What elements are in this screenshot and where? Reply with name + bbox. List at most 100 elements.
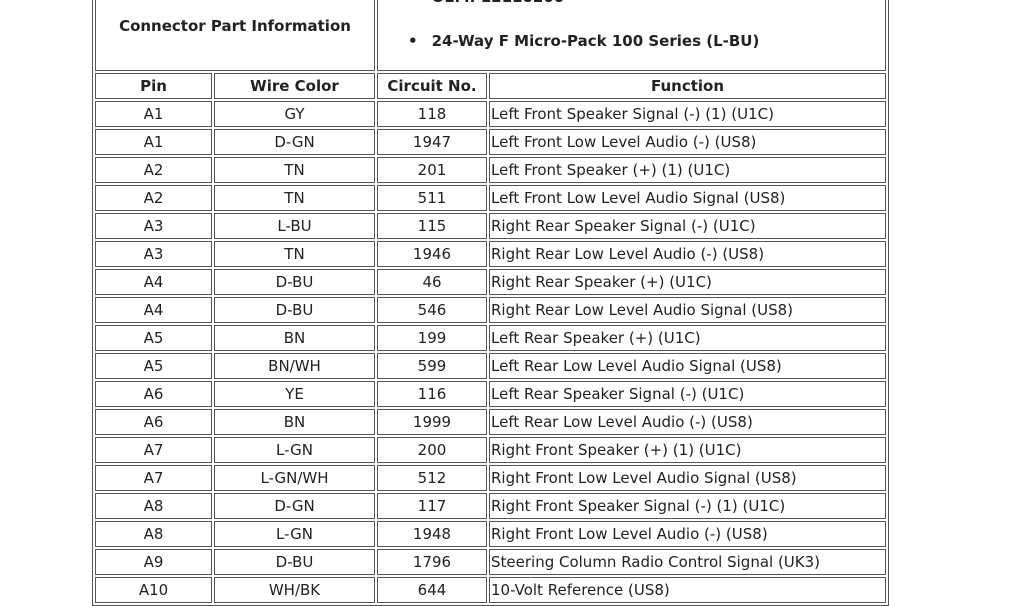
connector-pinout-table: Connector Part Information OEM: 12110200… bbox=[92, 0, 889, 606]
table-row: A5 BN/WH 599 Left Rear Low Level Audio Sign… bbox=[95, 353, 886, 379]
cell-wire-color: TN bbox=[214, 157, 375, 183]
cell-wire-color: BN bbox=[214, 409, 375, 435]
cell-wire-color: L-GN bbox=[214, 521, 375, 547]
cell-pin: A5 bbox=[95, 353, 212, 379]
cell-function: Left Front Low Level Audio Signal (US8) bbox=[489, 185, 886, 211]
cell-circuit-no: 1999 bbox=[377, 409, 487, 435]
cell-circuit-no: 199 bbox=[377, 325, 487, 351]
cell-pin: A9 bbox=[95, 549, 212, 575]
cell-function: Left Rear Speaker Signal (-) (U1C) bbox=[489, 381, 886, 407]
table-row: A4 D-BU 46 Right Rear Speaker (+) (U1C) bbox=[95, 269, 886, 295]
oem-part-number: OEM: 12110200 bbox=[408, 0, 885, 26]
header-circuit-no: Circuit No. bbox=[377, 73, 487, 99]
table-row: A6 BN 1999 Left Rear Low Level Audio (-) (U… bbox=[95, 409, 886, 435]
cell-circuit-no: 200 bbox=[377, 437, 487, 463]
cell-wire-color: YE bbox=[214, 381, 375, 407]
connector-type: 24-Way F Micro-Pack 100 Series (L-BU) bbox=[408, 26, 885, 70]
cell-wire-color: D-GN bbox=[214, 493, 375, 519]
connector-info-values: OEM: 12110200 24-Way F Micro-Pack 100 Se… bbox=[377, 0, 886, 71]
cell-function: Right Rear Speaker Signal (-) (U1C) bbox=[489, 213, 886, 239]
header-wire-color: Wire Color bbox=[214, 73, 375, 99]
cell-function: Steering Column Radio Control Signal (UK… bbox=[489, 549, 886, 575]
cell-wire-color: TN bbox=[214, 241, 375, 267]
table-row: A2 TN 511 Left Front Low Level Audio Signal… bbox=[95, 185, 886, 211]
cell-wire-color: BN/WH bbox=[214, 353, 375, 379]
cell-pin: A3 bbox=[95, 213, 212, 239]
cell-function: Right Front Low Level Audio (-) (US8) bbox=[489, 521, 886, 547]
cell-function: Left Front Low Level Audio (-) (US8) bbox=[489, 129, 886, 155]
header-function: Function bbox=[489, 73, 886, 99]
table-row: A8 L-GN 1948 Right Front Low Level Audio (-… bbox=[95, 521, 886, 547]
cell-circuit-no: 118 bbox=[377, 101, 487, 127]
connector-info-row: Connector Part Information OEM: 12110200… bbox=[95, 0, 886, 71]
cell-function: Right Rear Low Level Audio (-) (US8) bbox=[489, 241, 886, 267]
cell-pin: A10 bbox=[95, 577, 212, 603]
cell-circuit-no: 1948 bbox=[377, 521, 487, 547]
cell-circuit-no: 511 bbox=[377, 185, 487, 211]
cell-function: Right Front Speaker Signal (-) (1) (U1C) bbox=[489, 493, 886, 519]
cell-wire-color: WH/BK bbox=[214, 577, 375, 603]
cell-pin: A2 bbox=[95, 185, 212, 211]
table-row: A9 D-BU 1796 Steering Column Radio Control … bbox=[95, 549, 886, 575]
connector-table-wrapper: Connector Part Information OEM: 12110200… bbox=[92, 0, 889, 606]
cell-function: Right Rear Low Level Audio Signal (US8) bbox=[489, 297, 886, 323]
cell-circuit-no: 115 bbox=[377, 213, 487, 239]
cell-wire-color: D-BU bbox=[214, 297, 375, 323]
cell-pin: A4 bbox=[95, 269, 212, 295]
cell-circuit-no: 644 bbox=[377, 577, 487, 603]
table-row: A1 D-GN 1947 Left Front Low Level Audio (-)… bbox=[95, 129, 886, 155]
cell-function: Left Front Speaker (+) (1) (U1C) bbox=[489, 157, 886, 183]
cell-function: Left Rear Low Level Audio (-) (US8) bbox=[489, 409, 886, 435]
cell-pin: A7 bbox=[95, 437, 212, 463]
table-row: A2 TN 201 Left Front Speaker (+) (1) (U1C) bbox=[95, 157, 886, 183]
cell-pin: A2 bbox=[95, 157, 212, 183]
table-row: A5 BN 199 Left Rear Speaker (+) (U1C) bbox=[95, 325, 886, 351]
cell-pin: A6 bbox=[95, 381, 212, 407]
cell-wire-color: BN bbox=[214, 325, 375, 351]
connector-info-label: Connector Part Information bbox=[95, 0, 375, 71]
table-row: A7 L-GN/WH 512 Right Front Low Level Audio … bbox=[95, 465, 886, 491]
table-row: A8 D-GN 117 Right Front Speaker Signal (-) … bbox=[95, 493, 886, 519]
table-row: A4 D-BU 546 Right Rear Low Level Audio Sign… bbox=[95, 297, 886, 323]
cell-circuit-no: 512 bbox=[377, 465, 487, 491]
cell-wire-color: L-GN bbox=[214, 437, 375, 463]
cell-pin: A1 bbox=[95, 129, 212, 155]
table-row: A6 YE 116 Left Rear Speaker Signal (-) (U1C… bbox=[95, 381, 886, 407]
cell-circuit-no: 1796 bbox=[377, 549, 487, 575]
cell-pin: A6 bbox=[95, 409, 212, 435]
table-row: A3 TN 1946 Right Rear Low Level Audio (-) (… bbox=[95, 241, 886, 267]
header-pin: Pin bbox=[95, 73, 212, 99]
cell-function: 10-Volt Reference (US8) bbox=[489, 577, 886, 603]
cell-function: Right Rear Speaker (+) (U1C) bbox=[489, 269, 886, 295]
cell-pin: A8 bbox=[95, 521, 212, 547]
cell-wire-color: D-BU bbox=[214, 549, 375, 575]
header-row: Pin Wire Color Circuit No. Function bbox=[95, 73, 886, 99]
cell-circuit-no: 46 bbox=[377, 269, 487, 295]
table-row: A1 GY 118 Left Front Speaker Signal (-) (1)… bbox=[95, 101, 886, 127]
cell-pin: A4 bbox=[95, 297, 212, 323]
cell-function: Left Rear Speaker (+) (U1C) bbox=[489, 325, 886, 351]
cell-circuit-no: 546 bbox=[377, 297, 487, 323]
cell-wire-color: GY bbox=[214, 101, 375, 127]
cell-pin: A7 bbox=[95, 465, 212, 491]
cell-circuit-no: 599 bbox=[377, 353, 487, 379]
cell-circuit-no: 117 bbox=[377, 493, 487, 519]
cell-function: Right Front Low Level Audio Signal (US8) bbox=[489, 465, 886, 491]
cell-function: Left Front Speaker Signal (-) (1) (U1C) bbox=[489, 101, 886, 127]
cell-wire-color: L-GN/WH bbox=[214, 465, 375, 491]
table-row: A7 L-GN 200 Right Front Speaker (+) (1) (U1… bbox=[95, 437, 886, 463]
cell-circuit-no: 116 bbox=[377, 381, 487, 407]
cell-wire-color: D-GN bbox=[214, 129, 375, 155]
cell-pin: A5 bbox=[95, 325, 212, 351]
cell-circuit-no: 201 bbox=[377, 157, 487, 183]
table-row: A3 L-BU 115 Right Rear Speaker Signal (-) (… bbox=[95, 213, 886, 239]
cell-circuit-no: 1947 bbox=[377, 129, 487, 155]
table-row: A10 WH/BK 644 10-Volt Reference (US8) bbox=[95, 577, 886, 603]
cell-wire-color: D-BU bbox=[214, 269, 375, 295]
cell-function: Right Front Speaker (+) (1) (U1C) bbox=[489, 437, 886, 463]
cell-pin: A1 bbox=[95, 101, 212, 127]
cell-function: Left Rear Low Level Audio Signal (US8) bbox=[489, 353, 886, 379]
cell-circuit-no: 1946 bbox=[377, 241, 487, 267]
cell-pin: A8 bbox=[95, 493, 212, 519]
cell-wire-color: TN bbox=[214, 185, 375, 211]
